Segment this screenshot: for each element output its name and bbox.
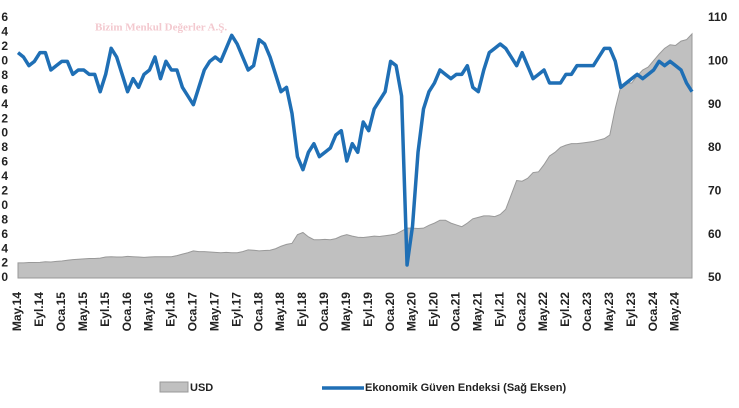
y-tick-label: 0 — [1, 126, 8, 140]
x-tick-label: Oca.24 — [646, 292, 660, 332]
y2-tick-label: 110 — [708, 10, 728, 24]
legend-label: Ekonomik Güven Endeksi (Sağ Eksen) — [365, 382, 566, 394]
x-tick-label: Oca.20 — [383, 292, 397, 332]
x-tick-label: Eyl.22 — [558, 292, 572, 327]
y-tick-label: 6 — [1, 82, 8, 96]
line — [16, 33, 694, 267]
y2-tick-label: 100 — [708, 54, 728, 68]
legend-swatch — [159, 381, 189, 393]
y2-tick-label: 90 — [708, 97, 722, 111]
x-tick-label: May.19 — [339, 292, 353, 331]
y2-tick-label: 80 — [708, 140, 722, 154]
x-tick-label: Eyl.15 — [98, 292, 112, 327]
x-tick-label: May.23 — [602, 292, 616, 331]
x-tick-label: Eyl.19 — [361, 292, 375, 327]
x-tick-label: May.15 — [76, 292, 90, 331]
area — [17, 32, 693, 279]
y-tick-label: 4 — [1, 25, 8, 39]
y-tick-label: 6 — [1, 155, 8, 169]
legend-label: USD — [190, 382, 213, 394]
x-tick-label: Eyl.14 — [32, 292, 46, 327]
y-tick-label: 8 — [1, 68, 8, 82]
x-tick-label: May.16 — [142, 292, 156, 331]
y2-tick-label: 60 — [708, 227, 722, 241]
x-tick-label: Oca.22 — [514, 292, 528, 332]
y-tick-label: 0 — [1, 270, 8, 284]
x-tick-label: Eyl.18 — [295, 292, 309, 327]
x-tick-label: Oca.16 — [120, 292, 134, 332]
y-tick-label: 8 — [1, 212, 8, 226]
y-tick-label: 2 — [1, 256, 8, 270]
x-tick-label: Oca.19 — [317, 292, 331, 332]
y-tick-label: 0 — [1, 198, 8, 212]
x-tick-label: May.24 — [668, 292, 682, 331]
y-tick-label: 8 — [1, 140, 8, 154]
x-tick-label: Oca.18 — [251, 292, 265, 332]
y-tick-label: 2 — [1, 184, 8, 198]
x-tick-label: Oca.21 — [449, 292, 463, 332]
y-tick-label: 4 — [1, 169, 8, 183]
y2-tick-label: 50 — [708, 270, 722, 284]
watermark: Bizim Menkul Değerler A.Ş. — [95, 22, 227, 34]
x-tick-label: Oca.23 — [580, 292, 594, 332]
x-tick-label: Eyl.17 — [229, 292, 243, 327]
x-tick-label: May.21 — [470, 292, 484, 331]
x-tick-label: May.17 — [207, 292, 221, 331]
y-tick-label: 2 — [1, 111, 8, 125]
x-tick-label: May.22 — [536, 292, 550, 331]
y-tick-label: 4 — [1, 97, 8, 111]
x-tick-label: May.14 — [10, 292, 24, 331]
y-tick-label: 4 — [1, 241, 8, 255]
y-tick-label: 6 — [1, 227, 8, 241]
y-tick-label: 0 — [1, 54, 8, 68]
x-tick-label: Eyl.20 — [427, 292, 441, 327]
y2-tick-label: 70 — [708, 184, 722, 198]
x-tick-label: Oca.15 — [54, 292, 68, 332]
x-tick-label: May.20 — [405, 292, 419, 331]
y-tick-label: 6 — [1, 10, 8, 24]
y-tick-label: 2 — [1, 39, 8, 53]
x-tick-label: Eyl.21 — [492, 292, 506, 327]
x-tick-label: Oca.17 — [186, 292, 200, 332]
x-tick-label: Eyl.16 — [164, 292, 178, 327]
x-tick-label: Eyl.23 — [624, 292, 638, 327]
x-tick-label: May.18 — [273, 292, 287, 331]
